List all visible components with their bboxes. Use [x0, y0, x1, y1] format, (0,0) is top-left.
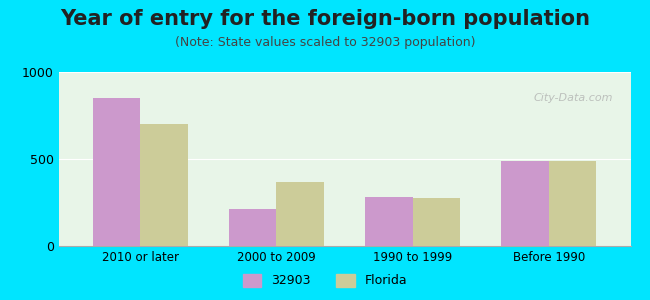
- Bar: [549, 161, 597, 246]
- Bar: [92, 98, 140, 246]
- Text: City-Data.com: City-Data.com: [534, 93, 614, 103]
- Bar: [501, 161, 549, 246]
- Legend: 32903, Florida: 32903, Florida: [237, 268, 413, 294]
- Bar: [140, 124, 188, 246]
- Bar: [413, 198, 460, 246]
- Bar: [276, 182, 324, 246]
- Bar: [229, 209, 276, 246]
- Text: (Note: State values scaled to 32903 population): (Note: State values scaled to 32903 popu…: [175, 36, 475, 49]
- Text: Year of entry for the foreign-born population: Year of entry for the foreign-born popul…: [60, 9, 590, 29]
- Bar: [365, 197, 413, 246]
